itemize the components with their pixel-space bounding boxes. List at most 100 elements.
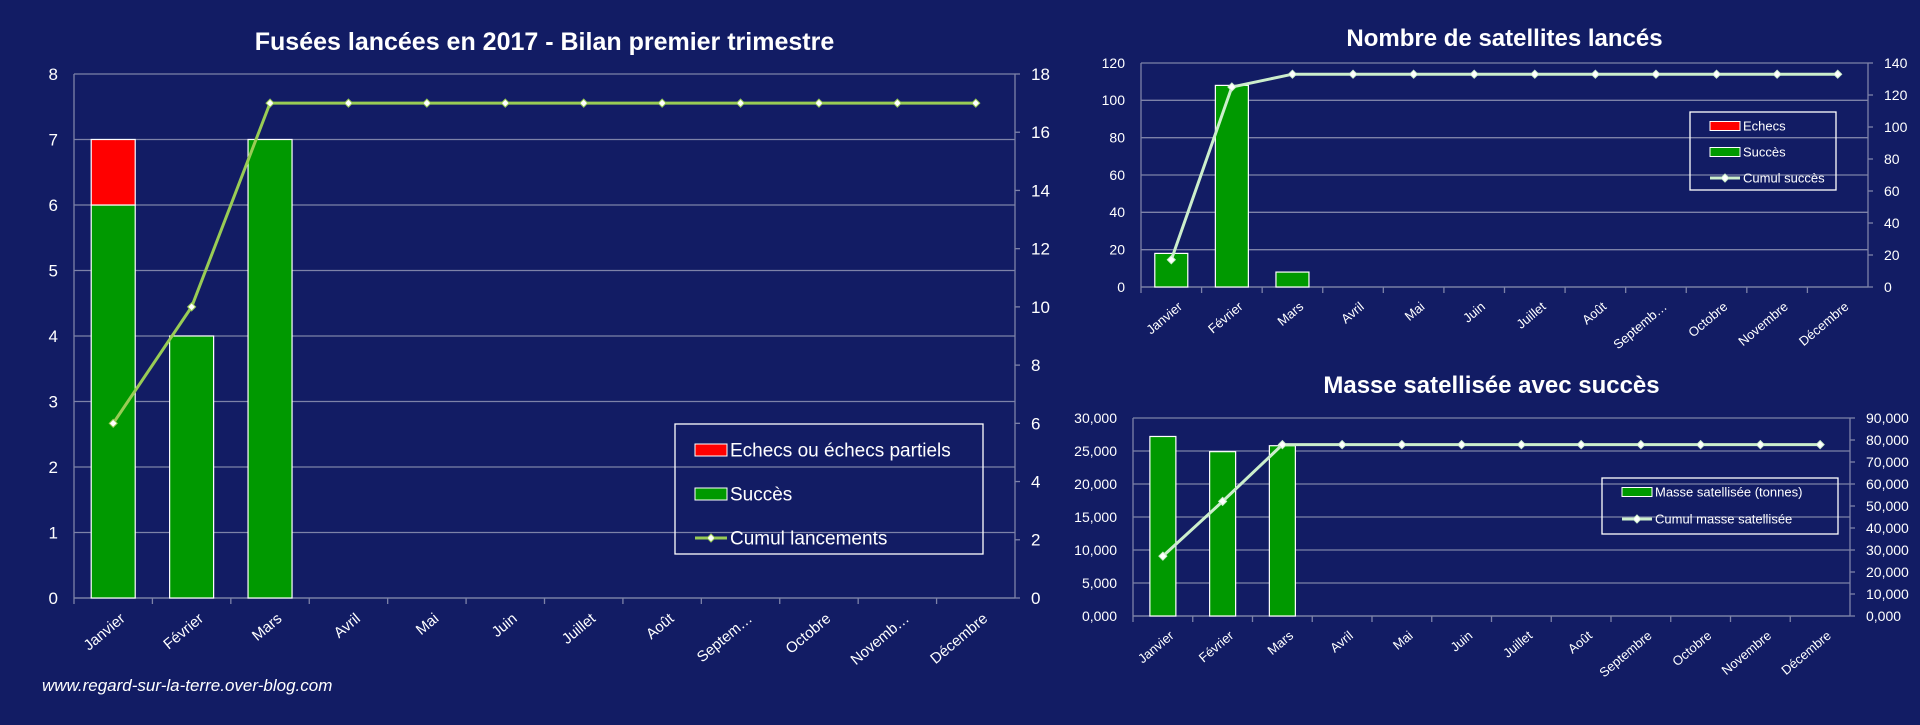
y-tick-label: 40 xyxy=(1109,204,1125,220)
line-point xyxy=(265,98,275,108)
y-tick-label: 0 xyxy=(49,589,58,608)
chart-satellites: Nombre de satellites lancés 0 20 40 60 80 100 1… xyxy=(1102,25,1908,352)
legend-label: Succès xyxy=(730,485,792,506)
y-tick-label: 5,000 xyxy=(1082,575,1117,591)
y2-tick-label: 80 xyxy=(1884,151,1900,167)
x-tick-label: Décembre xyxy=(1778,628,1834,678)
x-tick-label: Juin xyxy=(489,610,521,641)
line-point xyxy=(814,98,824,108)
line-point xyxy=(343,98,354,108)
x-tick-label: Octobre xyxy=(1669,628,1714,669)
line-point xyxy=(1711,69,1722,79)
y-tick-label: 120 xyxy=(1102,55,1126,71)
y-tick-label: 100 xyxy=(1102,92,1126,108)
legend-marker xyxy=(1720,173,1730,183)
line-point xyxy=(971,98,981,108)
x-tick-label: Août xyxy=(1565,628,1595,657)
x-tick-label: Novembre xyxy=(1735,299,1791,349)
y-tick-label: 80 xyxy=(1109,130,1125,146)
chart-title: Fusées lancées en 2017 - Bilan premier t… xyxy=(255,28,835,56)
x-tick-label: Août xyxy=(1579,299,1609,328)
legend-box xyxy=(1689,111,1837,191)
y2-tick-label: 6 xyxy=(1031,414,1040,433)
legend-swatch xyxy=(1709,147,1741,157)
x-tick-label: Décembre xyxy=(1796,299,1852,349)
x-tick-label: Mars xyxy=(1274,298,1306,328)
x-tick-label: Avril xyxy=(1338,299,1367,327)
line-point xyxy=(1530,69,1540,79)
y2-tick-label: 100 xyxy=(1884,119,1908,135)
chart-title: Masse satellisée avec succès xyxy=(1323,372,1659,399)
legend-label: Cumul succès xyxy=(1743,171,1825,186)
series-line xyxy=(1169,72,1838,261)
y2-tick-label: 140 xyxy=(1884,55,1908,71)
line-point xyxy=(1590,69,1601,79)
line-point xyxy=(500,98,510,108)
line-point xyxy=(1456,439,1467,450)
bar-masse-satellis-e-tonnes- xyxy=(1149,435,1177,617)
legend-label: Echecs xyxy=(1743,119,1786,134)
line-point xyxy=(1287,69,1298,79)
line-point xyxy=(1217,496,1228,507)
x-tick-label: Mai xyxy=(1402,299,1428,324)
legend-label: Echecs ou échecs partiels xyxy=(730,441,951,462)
y2-tick-label: 0 xyxy=(1884,279,1892,295)
y-tick-label: 5 xyxy=(49,261,58,280)
line-point xyxy=(1651,69,1661,79)
y2-tick-label: 70,000 xyxy=(1866,454,1909,470)
y2-tick-label: 60 xyxy=(1884,183,1900,199)
bar-succ-s xyxy=(1275,271,1310,288)
line-point xyxy=(186,302,197,312)
y-tick-label: 7 xyxy=(49,130,58,149)
y-tick-label: 1 xyxy=(49,523,58,542)
y-tick-label: 10,000 xyxy=(1074,542,1117,558)
x-tick-label: Octobre xyxy=(1685,299,1730,340)
y2-tick-label: 2 xyxy=(1031,531,1040,550)
legend-swatch xyxy=(694,443,728,457)
x-tick-label: Juillet xyxy=(1513,299,1548,332)
y-tick-label: 60 xyxy=(1109,167,1125,183)
line-point xyxy=(579,98,589,108)
y-tick-label: 3 xyxy=(49,392,58,411)
legend-marker xyxy=(1632,514,1642,524)
y2-tick-label: 40,000 xyxy=(1866,520,1909,536)
x-tick-label: Mai xyxy=(413,610,442,639)
line-point xyxy=(1158,551,1168,561)
legend-swatch xyxy=(1709,121,1741,131)
legend-box xyxy=(1601,477,1839,535)
x-tick-label: Février xyxy=(1205,298,1246,336)
y-tick-label: 20 xyxy=(1109,242,1125,258)
y2-tick-label: 20 xyxy=(1884,247,1900,263)
line-point xyxy=(422,98,432,108)
y2-tick-label: 18 xyxy=(1031,65,1050,84)
y-tick-label: 2 xyxy=(49,458,58,477)
y-tick-label: 6 xyxy=(49,196,58,215)
x-tick-label: Août xyxy=(643,610,678,643)
y-tick-label: 0 xyxy=(1117,279,1125,295)
legend-label: Masse satellisée (tonnes) xyxy=(1655,485,1802,500)
x-tick-label: Décembre xyxy=(927,610,991,668)
legend-label: Succès xyxy=(1743,145,1786,160)
line-point xyxy=(1337,439,1347,450)
y2-tick-label: 20,000 xyxy=(1866,564,1909,580)
legend-swatch xyxy=(1621,487,1653,497)
line-point xyxy=(1277,439,1288,450)
legend-label: Cumul masse satellisée xyxy=(1655,512,1792,527)
y2-tick-label: 30,000 xyxy=(1866,542,1909,558)
x-tick-label: Septem… xyxy=(694,610,756,666)
x-tick-label: Mars xyxy=(1264,627,1296,657)
series-line xyxy=(1161,443,1821,558)
line-point xyxy=(1348,69,1358,79)
y2-tick-label: 4 xyxy=(1031,473,1040,492)
bar-masse-satellis-e-tonnes- xyxy=(1209,451,1237,617)
line-point xyxy=(108,418,118,429)
x-tick-label: Avril xyxy=(1327,628,1356,656)
legend-marker xyxy=(706,533,716,543)
y-tick-label: 0,000 xyxy=(1082,608,1117,624)
x-tick-label: Janvier xyxy=(81,610,129,654)
x-tick-label: Janvier xyxy=(1143,298,1185,337)
y2-tick-label: 12 xyxy=(1031,240,1050,259)
line-point xyxy=(1227,82,1237,92)
